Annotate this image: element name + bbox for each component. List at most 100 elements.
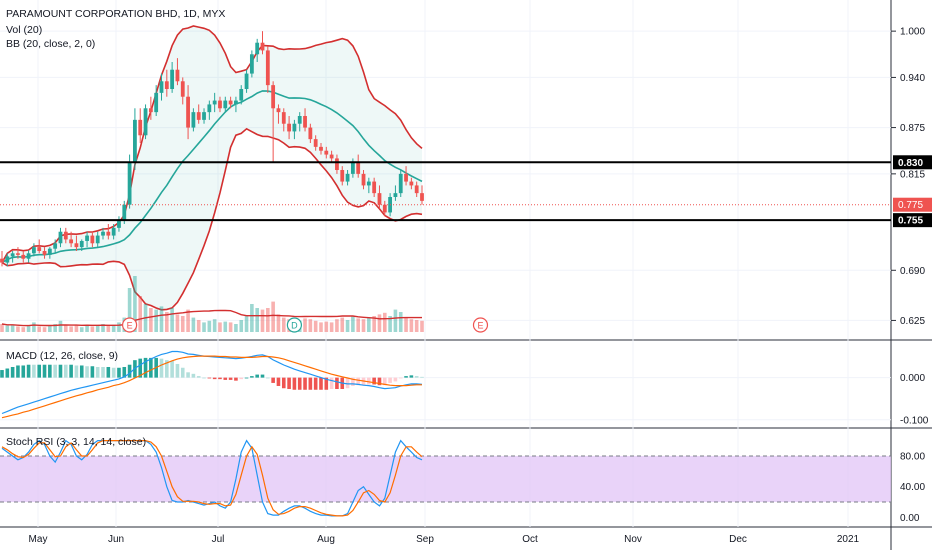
candle-body	[95, 235, 100, 244]
volume-bar	[276, 314, 281, 332]
candle-body	[303, 116, 307, 128]
volume-bar	[180, 316, 185, 332]
macd-histogram-bar	[95, 366, 100, 378]
candle-body	[404, 173, 408, 182]
candle-body	[69, 239, 74, 244]
volume-bar	[186, 309, 190, 332]
candle-body	[234, 100, 238, 105]
volume-bar	[281, 317, 286, 332]
macd-histogram-bar	[377, 377, 382, 386]
stoch-rsi-legend[interactable]: Stoch RSI (3, 3, 14, 14, close)	[6, 436, 147, 448]
volume-bar	[335, 319, 339, 332]
volume-bar	[393, 309, 398, 332]
candle-body	[127, 162, 132, 205]
volume-bar	[239, 320, 244, 332]
volume-bar	[95, 325, 100, 332]
candle-body	[164, 81, 169, 89]
candle-body	[170, 69, 175, 89]
volume-bar	[58, 320, 63, 332]
macd-histogram-bar	[409, 375, 414, 378]
volume-bar	[255, 308, 259, 332]
macd-histogram-bar	[388, 377, 392, 383]
volume-bar	[154, 309, 158, 332]
volume-bar	[313, 320, 318, 332]
volume-bar	[159, 306, 164, 332]
candle-body	[175, 69, 180, 82]
candle-body	[420, 193, 424, 201]
macd-histogram-bar	[218, 377, 222, 380]
macd-histogram-bar	[250, 376, 254, 378]
macd-histogram-bar	[398, 377, 403, 379]
macd-histogram-bar	[149, 357, 153, 378]
macd-histogram-bar	[106, 366, 111, 378]
price-tick-label: 0.875	[900, 123, 925, 134]
candle-body	[239, 89, 244, 101]
x-tick-label: Oct	[522, 534, 538, 545]
volume-bar	[223, 321, 228, 332]
candle-body	[63, 231, 68, 240]
macd-histogram-bar	[319, 377, 323, 390]
volume-bar	[191, 317, 196, 332]
macd-histogram-bar	[122, 366, 127, 378]
volume-bar	[377, 314, 382, 332]
candle-body	[202, 112, 206, 120]
candle-body	[223, 100, 228, 109]
macd-histogram-bar	[239, 377, 244, 380]
candle-body	[319, 146, 323, 151]
macd-histogram-bar	[138, 358, 143, 378]
candle-body	[186, 96, 190, 128]
candle-body	[361, 173, 366, 186]
candle-body	[85, 235, 89, 241]
event-marker-label: E	[477, 321, 483, 331]
volume-bar	[5, 325, 10, 332]
macd-histogram-bar	[58, 364, 63, 378]
macd-histogram-bar	[420, 376, 424, 378]
volume-bar	[53, 324, 57, 332]
volume-bar	[340, 317, 345, 332]
candle-body	[138, 119, 143, 136]
candle-body	[180, 81, 185, 97]
macd-histogram-bar	[244, 377, 249, 379]
volume-bar	[117, 322, 121, 332]
candle-body	[207, 104, 212, 113]
macd-legend[interactable]: MACD (12, 26, close, 9)	[6, 350, 119, 362]
macd-histogram-bar	[303, 377, 307, 390]
macd-tick-label: -0.100	[900, 415, 929, 426]
candle-body	[292, 123, 297, 132]
macd-histogram-bar	[32, 364, 36, 378]
volume-bar	[345, 320, 350, 332]
macd-histogram-bar	[266, 377, 270, 379]
candle-body	[356, 162, 361, 174]
macd-histogram-bar	[313, 377, 318, 390]
horizontal-lines[interactable]: 0.830 0.755 0.775	[0, 155, 932, 228]
volume-bar	[409, 319, 414, 332]
macd-histogram-bar	[196, 376, 201, 378]
candle-body	[133, 119, 137, 163]
macd-histogram-bar	[297, 377, 302, 390]
macd-histogram-bar	[85, 366, 89, 378]
volume-bar	[382, 312, 387, 332]
volume-legend[interactable]: Vol (20)	[6, 24, 43, 36]
candle-body	[31, 247, 36, 254]
candle-body	[148, 108, 153, 113]
macd-histogram-bar	[228, 377, 233, 380]
macd-histogram-bar	[404, 376, 408, 378]
macd-histogram-bar	[308, 377, 313, 390]
macd-histogram-bar	[382, 377, 387, 386]
macd-histogram-bar	[74, 365, 79, 378]
bollinger-legend[interactable]: BB (20, close, 2, 0)	[6, 38, 96, 50]
x-tick-label: Nov	[624, 534, 642, 545]
volume-bar	[260, 309, 265, 332]
macd-histogram-bar	[53, 364, 57, 378]
volume-bar	[37, 326, 42, 332]
macd-histogram-bar	[207, 377, 212, 379]
macd-histogram-bar	[175, 363, 180, 378]
volume-bar	[404, 317, 408, 332]
candle-body	[244, 73, 249, 89]
volume-bar	[101, 324, 105, 332]
candle-body	[143, 108, 148, 136]
candle-body	[10, 253, 15, 257]
chart-title[interactable]: PARAMOUNT CORPORATION BHD, 1D, MYX	[6, 8, 226, 20]
